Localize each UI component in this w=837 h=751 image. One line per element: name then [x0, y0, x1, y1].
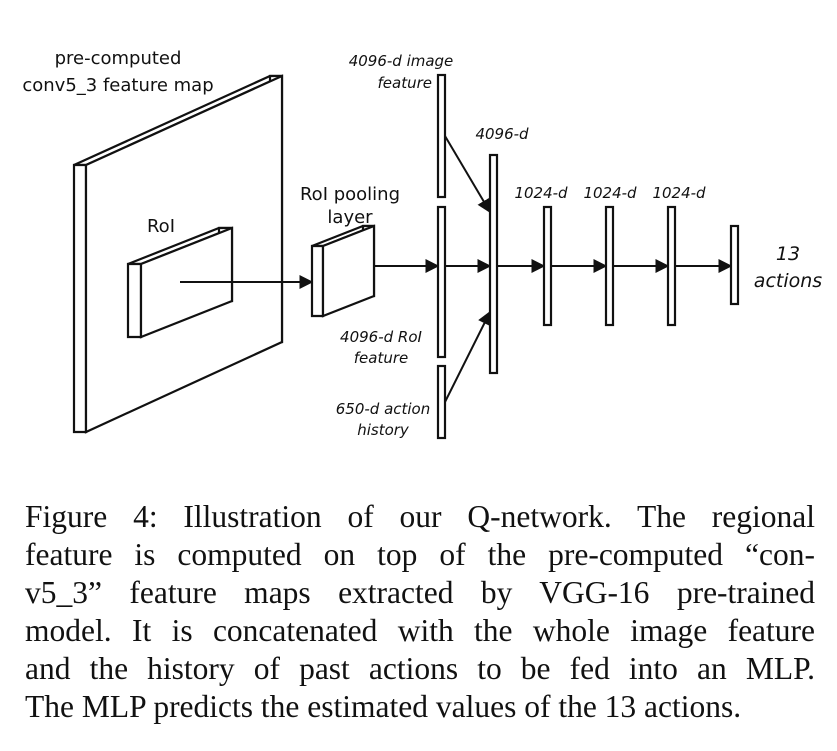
roi-label: RoI — [147, 216, 175, 237]
fc3-label: 1024-d — [652, 184, 706, 202]
caption-line-6: The MLP predicts the estimated values of… — [25, 689, 742, 724]
roi-feature-label-line1: 4096-d RoI — [340, 328, 422, 346]
fc3-bar — [666, 205, 677, 327]
output-bar — [729, 224, 740, 306]
concat-label: 4096-d — [475, 125, 529, 143]
caption-line-2: feature is computed on top of the pre-co… — [25, 537, 815, 572]
action-history-bar — [436, 364, 447, 440]
caption-line-4: model. It is concatenated with the whole… — [25, 613, 815, 648]
image-feature-bar — [436, 73, 447, 199]
roi-pooling-layer — [310, 224, 376, 318]
caption-line-5: and the history of past actions to be fe… — [25, 651, 815, 686]
caption-line-3: v5_3” feature maps extracted by VGG-16 p… — [25, 575, 815, 610]
fc2-label: 1024-d — [583, 184, 637, 202]
caption-line-1: Figure 4: Illustration of our Q-network.… — [25, 499, 815, 534]
image-feature-label-line1: 4096-d image — [349, 52, 454, 70]
image-to-concat-arrow — [444, 135, 491, 214]
action-history-label-line1: 650-d action — [336, 400, 431, 418]
action-history-label-line2: history — [357, 421, 410, 439]
output-label-line1: 13 — [776, 243, 800, 265]
figure-caption: Figure 4: Illustration of our Q-network.… — [25, 498, 815, 726]
roi-feature-bar — [436, 205, 447, 359]
pooling-label-line2: layer — [327, 207, 373, 228]
fc2-bar — [604, 205, 615, 327]
roi-feature-label-line2: feature — [354, 349, 409, 367]
history-to-concat-arrow — [444, 310, 491, 403]
image-feature-label-line2: feature — [378, 74, 433, 92]
fc1-label: 1024-d — [514, 184, 568, 202]
fc1-bar — [542, 205, 553, 327]
concat-feature-bar — [488, 153, 499, 375]
feature-map-label-line1: pre-computed — [55, 48, 182, 69]
q-network-diagram: pre-computed conv5_3 feature map RoI RoI… — [22, 48, 822, 440]
feature-map-label-line2: conv5_3 feature map — [22, 75, 213, 96]
output-label-line2: actions — [754, 270, 822, 292]
pooling-label-line1: RoI pooling — [300, 184, 400, 205]
